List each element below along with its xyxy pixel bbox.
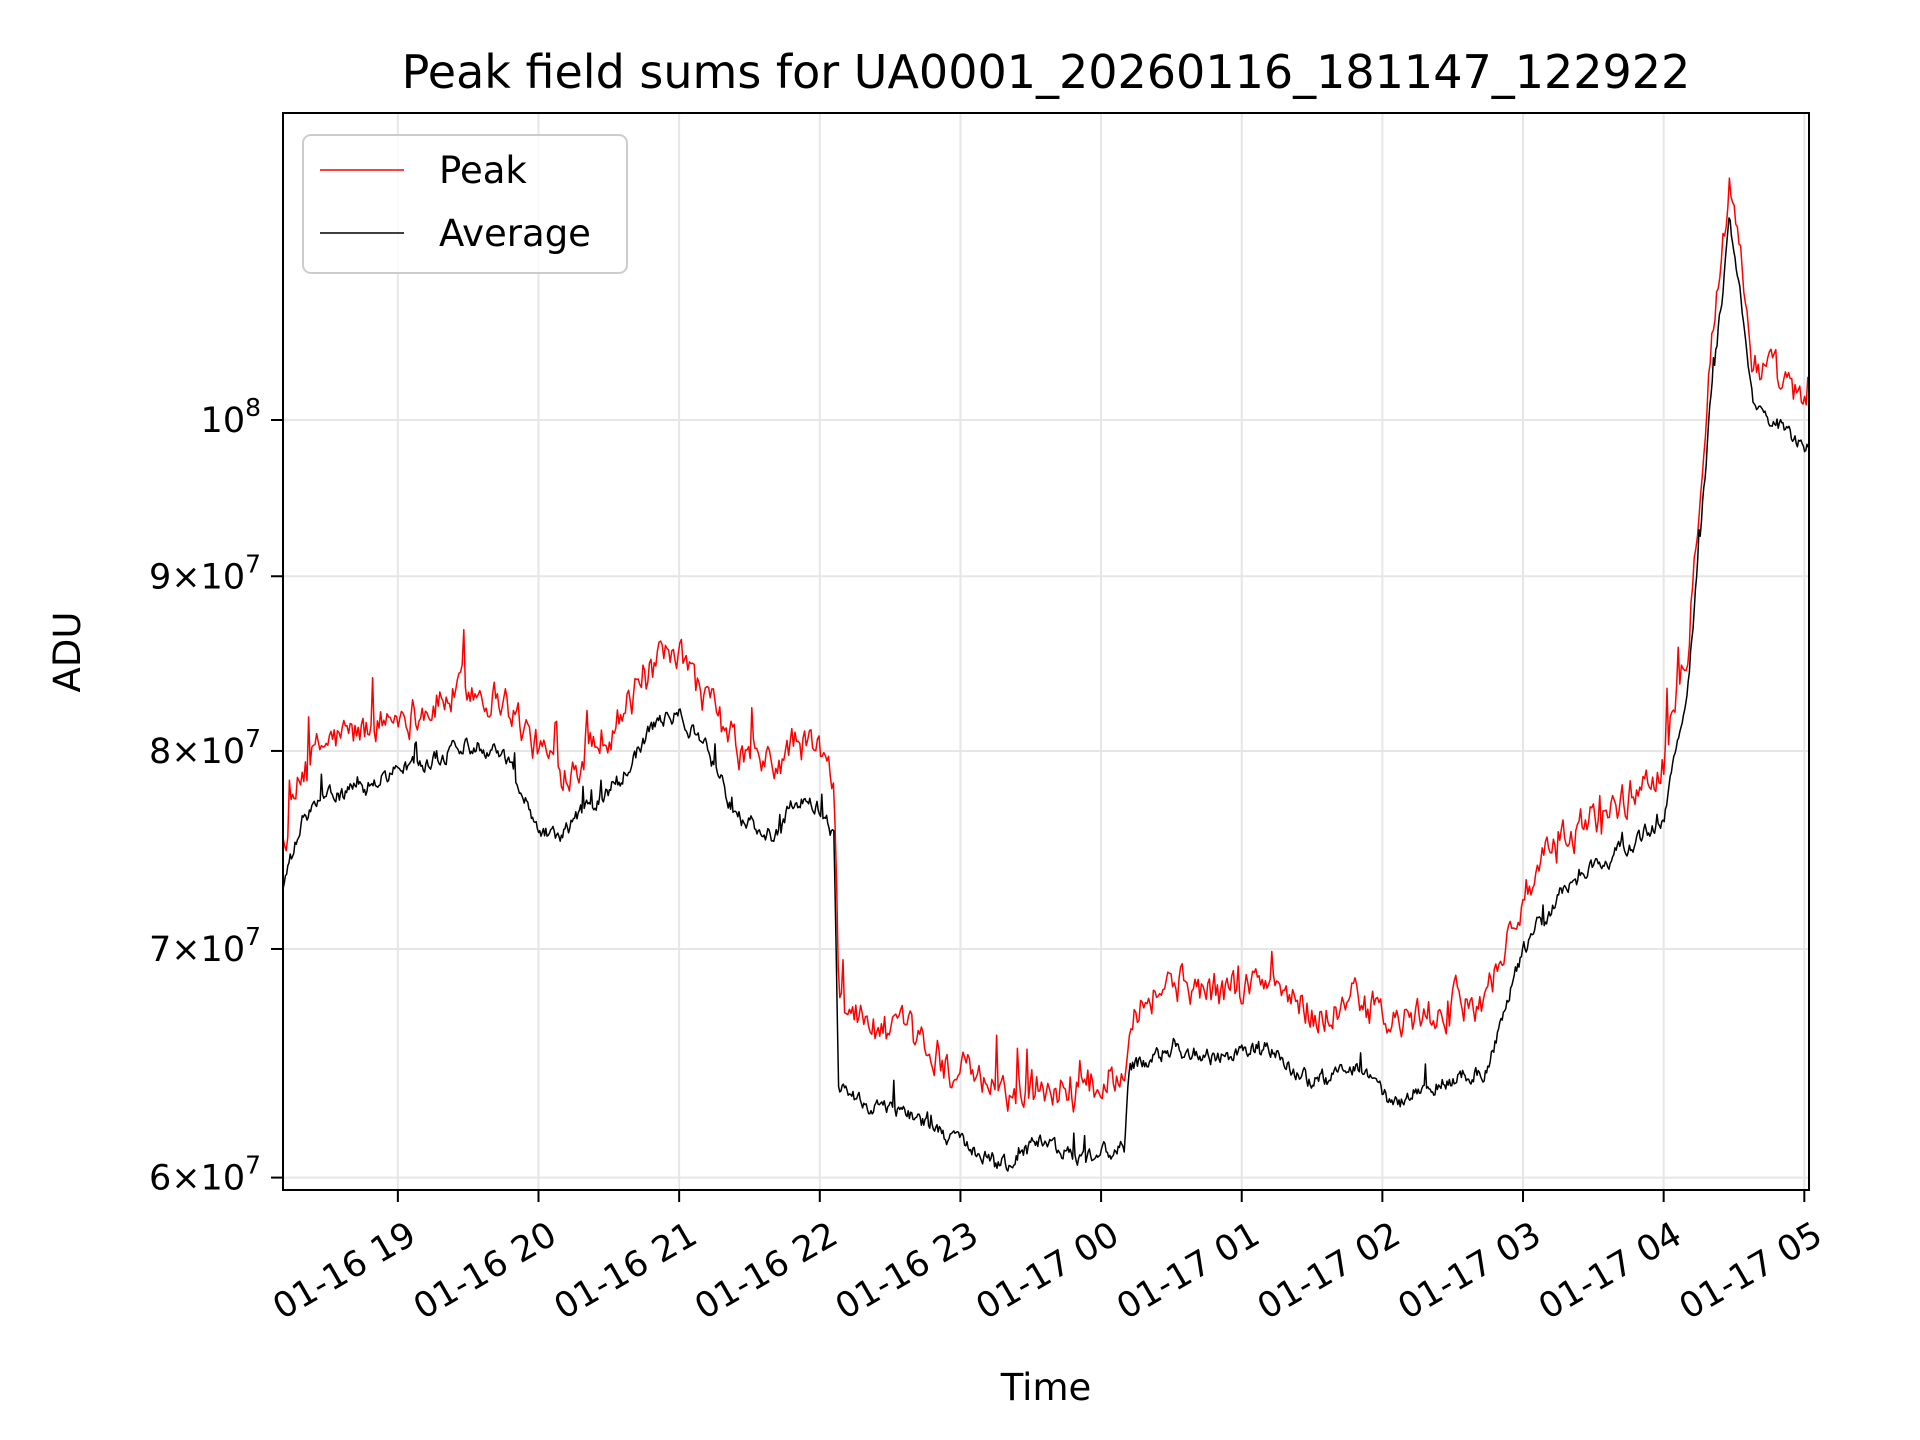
series-line-average — [282, 217, 1809, 1172]
x-axis-label: Time — [1000, 1366, 1092, 1409]
y-tick-label: 6×107 — [149, 1151, 261, 1199]
chart-title: Peak field sums for UA0001_20260116_1811… — [402, 45, 1691, 99]
plot-frame — [282, 112, 1810, 1191]
plot-lines — [282, 177, 1809, 1172]
grid — [283, 113, 1809, 1190]
y-tick-label: 108 — [201, 393, 261, 441]
y-tick-label: 9×107 — [149, 549, 261, 597]
legend: Peak Average — [302, 134, 628, 274]
legend-peak-label: Peak — [439, 149, 527, 192]
y-axis-label: ADU — [46, 612, 89, 693]
y-tick-label: 8×107 — [149, 724, 261, 772]
legend-average-label: Average — [439, 212, 591, 255]
series-line-peak — [282, 177, 1809, 1113]
y-tick-label: 7×107 — [149, 922, 261, 970]
y-axis: 6×107 7×107 8×107 9×107 108 — [149, 393, 283, 1199]
